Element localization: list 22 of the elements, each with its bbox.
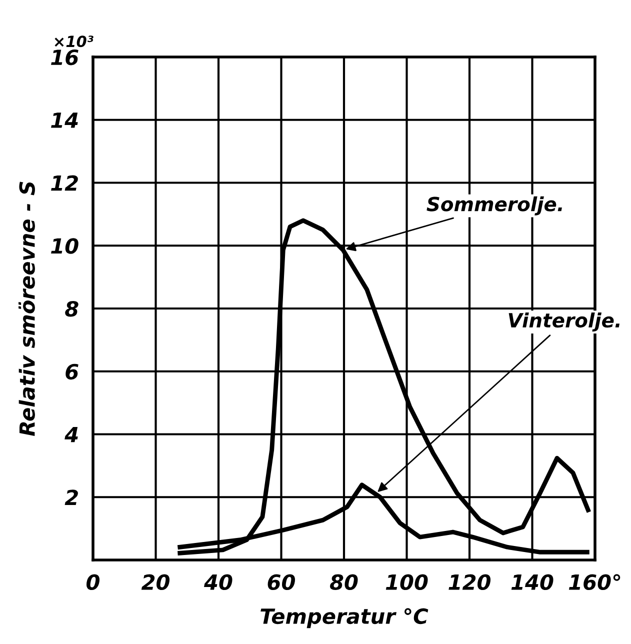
y-tick-label: 16: [51, 49, 78, 66]
x-tick-label: 160°: [568, 574, 620, 590]
y-tick-label: 10: [51, 238, 78, 254]
annotation: Vinterolje.: [508, 312, 620, 332]
x-axis-title: Temperatur °C: [260, 608, 428, 628]
x-tick-label: 140: [511, 574, 554, 590]
text: ×10³: [54, 36, 94, 48]
x-tick-label: 0: [86, 574, 100, 590]
y-tick-label: 6: [66, 364, 78, 380]
y-tick-label: 8: [65, 300, 78, 317]
y-tick-label: 2: [64, 490, 78, 506]
x-tick-label: 100: [386, 574, 428, 590]
x-tick-label: 80: [330, 574, 358, 590]
y-tick-label: 4: [64, 426, 78, 442]
x-tick-label: 40: [204, 574, 232, 590]
y-tick-label: 12: [51, 175, 78, 191]
y-tick-label: 14: [51, 112, 78, 128]
x-tick-label: 120: [448, 574, 490, 590]
x-tick-label: 20: [141, 574, 170, 590]
annotation: Sommerolje.: [426, 196, 562, 216]
y-axis-title: Relativ smöreevne - S: [18, 182, 35, 436]
x-tick-label: 60: [268, 574, 296, 590]
